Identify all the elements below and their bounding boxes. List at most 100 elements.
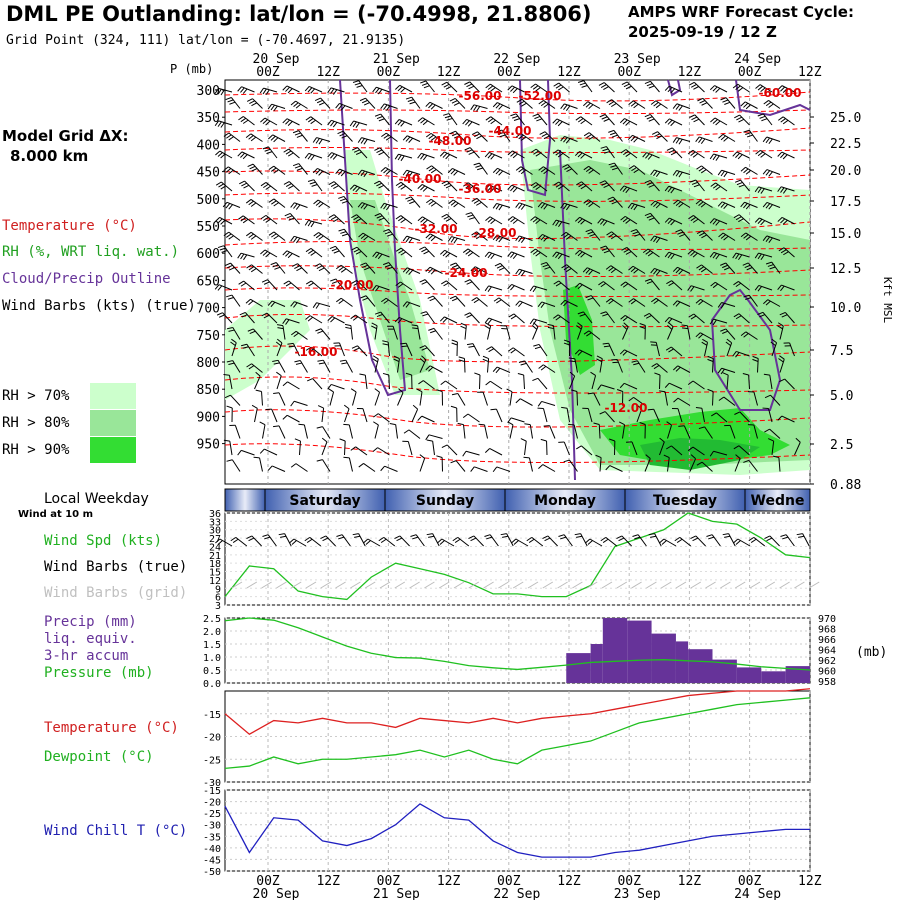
wind-barb-52-flag-1 <box>240 117 247 123</box>
wind-barb-221 <box>601 218 615 225</box>
pressure-tick-600: 600 <box>197 247 220 262</box>
wind-barb-491 <box>374 392 381 406</box>
wind-barb-391-flag-0 <box>411 324 418 327</box>
wind-barb-346-flag-0 <box>537 301 543 308</box>
temperature-contour-12 <box>224 376 811 394</box>
wind-barb-408-flag-0 <box>231 338 237 344</box>
wind-barbs-group <box>214 80 801 473</box>
wind-barb-47-flag-0 <box>697 97 704 102</box>
wind-barb-93-flag-0 <box>583 132 590 137</box>
wind-barb-59-flag-2 <box>400 121 406 127</box>
wind-barb-211-flag-1 <box>376 215 383 219</box>
wind-barb-474 <box>569 375 576 390</box>
wind-barb-172 <box>649 180 660 192</box>
wind-barb-10-flag-2 <box>445 85 452 90</box>
wind-barb-43-flag-2 <box>611 102 617 108</box>
wind-barb-493 <box>419 391 423 406</box>
wind-barb-424 <box>579 349 593 357</box>
wind-barb-149-flag-2 <box>700 169 707 174</box>
wind-barb-265-flag-1 <box>442 251 448 257</box>
wind-barb-468-flag-0 <box>418 380 424 385</box>
wind-barb-244-flag-2 <box>543 236 549 242</box>
wind-barb-457 <box>757 358 759 373</box>
precip-ytick-2: 1.0 <box>203 653 221 664</box>
wind-barb-46-flag-1 <box>675 104 681 110</box>
wind-barb-250-flag-0 <box>675 229 682 233</box>
wind-barb-506-flag-0 <box>707 388 714 392</box>
wind-barb-71 <box>669 118 683 126</box>
temp-panel-legend: Temperature (°C) Dewpoint (°C) <box>44 714 179 772</box>
wind-barb-436 <box>277 360 286 373</box>
wind-barb-314-flag-0 <box>395 281 401 287</box>
wind-barb-86-flag-1 <box>428 134 434 140</box>
wind-barb-591-flag-0 <box>316 459 323 462</box>
wind-barb-318-flag-1 <box>487 286 492 292</box>
wind-barb-258 <box>286 250 300 258</box>
wind-barb-21-flag-1 <box>691 83 697 88</box>
wind-barb-84-flag-1 <box>383 134 389 139</box>
wind-barb-359-flag-0 <box>261 312 268 317</box>
wind-barb-84-flag-2 <box>385 136 392 141</box>
wind-barb-454-flag-1 <box>675 366 681 372</box>
wind-barb-460-flag-0 <box>255 371 261 377</box>
wind-barb-327-flag-1 <box>690 286 695 292</box>
wind-barb-369 <box>488 317 503 324</box>
wind-barb-406-flag-1 <box>743 333 749 338</box>
wind-barb-303-flag-1 <box>722 264 728 269</box>
wind-barb-275 <box>668 251 683 258</box>
wind-barb-411-flag-1 <box>288 345 295 348</box>
wind-barb-417-flag-0 <box>419 345 426 349</box>
wind-barb-157-flag-2 <box>311 184 318 187</box>
wind-barb-22-flag-0 <box>709 85 715 91</box>
wind-barb-355 <box>748 294 758 307</box>
wind-barb-295-flag-0 <box>540 261 547 265</box>
surface-barb-grid-3 <box>276 581 287 589</box>
wind-barb-399-flag-1 <box>586 332 592 337</box>
surface-barb-true-27-flag-1 <box>618 537 625 542</box>
wind-barb-108-flag-2 <box>355 151 362 155</box>
wind-barb-144-flag-2 <box>588 169 594 174</box>
surface-barb-true-21 <box>531 536 544 547</box>
surface-barb-true-5 <box>293 538 307 547</box>
wind-barb-215 <box>470 212 480 225</box>
wind-barb-214 <box>446 213 458 225</box>
wind-barb-13-flag-1 <box>510 86 515 92</box>
wind-barb-218-flag-0 <box>530 216 536 221</box>
wind-barb-207-flag-1 <box>286 215 293 219</box>
wind-barb-191 <box>496 202 511 208</box>
wind-barb-218 <box>534 216 548 225</box>
wind-barb-199 <box>677 199 691 208</box>
temperature-contour-4 <box>224 170 811 186</box>
wind-barb-118-flag-0 <box>574 151 580 156</box>
surface-barb-true-3-flag-1 <box>264 536 271 540</box>
wind-barb-132 <box>317 167 331 175</box>
wind-ytick-21: 21 <box>209 551 221 562</box>
surface-barb-true-30-flag-1 <box>661 540 667 545</box>
wind-barb-574-flag-0 <box>520 438 527 442</box>
wind-barb-508 <box>753 391 758 406</box>
wind-barb-187 <box>410 196 421 208</box>
wind-barb-367 <box>444 316 458 324</box>
wind-barb-130 <box>273 165 286 175</box>
wind-barb-461-flag-0 <box>276 371 282 377</box>
wind-barb-261 <box>356 246 368 258</box>
surface-barb-true-0 <box>219 538 233 547</box>
wind-barb-409 <box>246 343 255 357</box>
surface-barb-true-34 <box>728 533 736 547</box>
surface-barb-grid-32 <box>705 581 716 589</box>
bottom-time-label-2: 00Z <box>377 874 401 889</box>
wind-barb-171 <box>623 185 638 192</box>
wind-barb-334-flag-0 <box>267 300 273 306</box>
wind-barb-162 <box>421 184 435 192</box>
wind-barb-482 <box>748 374 750 390</box>
wind-barb-167-flag-2 <box>535 185 541 190</box>
wind-barb-49-flag-1 <box>743 102 749 108</box>
wind-barb-94 <box>613 130 623 142</box>
wind-barb-55-flag-1 <box>307 118 314 123</box>
wind-barb-363-flag-1 <box>352 316 359 321</box>
wind-barb-354-flag-0 <box>717 302 722 308</box>
wind-barb-34-flag-1 <box>407 99 414 102</box>
wind-barb-178 <box>781 186 795 192</box>
wind-barb-244-flag-1 <box>540 235 546 241</box>
wind-barb-162-flag-0 <box>417 184 423 189</box>
